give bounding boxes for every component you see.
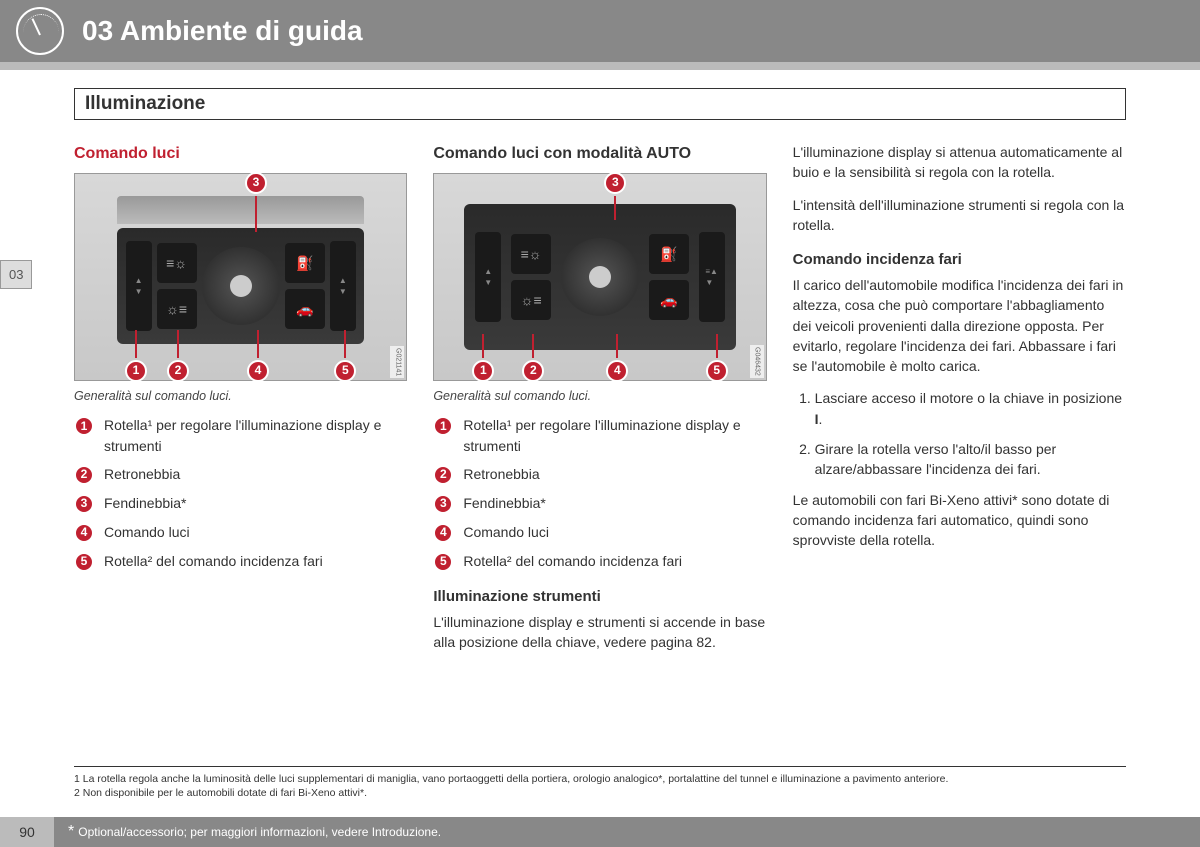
footnote-2: 2 Non disponibile per le automobili dota… — [74, 787, 1126, 799]
column-3: L'illuminazione display si attenua autom… — [793, 142, 1126, 664]
headlight-dial-icon — [202, 247, 280, 325]
page-number: 90 — [0, 817, 54, 847]
badge-5: 5 — [74, 552, 94, 572]
image-ref: G046432 — [750, 345, 764, 378]
item-text: Comando luci — [463, 522, 549, 542]
callout-3: 3 — [604, 172, 626, 194]
fog-rear-icon: ☼≡ — [511, 280, 551, 320]
callout-1: 1 — [472, 360, 494, 382]
item-text: Fendinebbia* — [463, 493, 546, 513]
thumbwheel-icon: ▲▼ — [126, 241, 152, 331]
col3-p2: L'intensità dell'illuminazione strumenti… — [793, 195, 1126, 236]
col2-title: Comando luci con modalità AUTO — [433, 142, 766, 165]
gauge-icon — [16, 7, 64, 55]
badge-4: 4 — [74, 523, 94, 543]
col3-p4: Le automobili con fari Bi-Xeno attivi* s… — [793, 490, 1126, 551]
col2-caption: Generalità sul comando luci. — [433, 387, 766, 405]
col2-subtext: L'illuminazione display e strumenti si a… — [433, 612, 766, 653]
item-text: Retronebbia — [104, 464, 180, 484]
badge-5: 5 — [433, 552, 453, 572]
badge-2: 2 — [433, 465, 453, 485]
badge-3: 3 — [433, 494, 453, 514]
footnotes: 1 La rotella regola anche la luminosità … — [74, 766, 1126, 801]
callout-5: 5 — [706, 360, 728, 382]
chapter-header: 03 Ambiente di guida — [0, 0, 1200, 62]
star-icon: * — [68, 823, 74, 841]
callout-4: 4 — [247, 360, 269, 382]
step-2: Girare la rotella verso l'alto/il basso … — [815, 439, 1126, 480]
footnote-1: 1 La rotella regola anche la luminosità … — [74, 773, 1126, 785]
section-box: Illuminazione — [74, 88, 1126, 120]
item-text: Retronebbia — [463, 464, 539, 484]
col3-p3: Il carico dell'automobile modifica l'inc… — [793, 275, 1126, 376]
item-text: Rotella² del comando incidenza fari — [104, 551, 323, 571]
callout-2: 2 — [522, 360, 544, 382]
item-text: Rotella¹ per regolare l'illuminazione di… — [104, 415, 407, 456]
chapter-title: 03 Ambiente di guida — [82, 15, 363, 47]
image-ref: G021141 — [390, 346, 404, 378]
footer-note: Optional/accessorio; per maggiori inform… — [78, 825, 441, 839]
steps-list: Lasciare acceso il motore o la chiave in… — [793, 388, 1126, 479]
column-1: Comando luci ▲▼ ≡☼ ☼≡ ⛽ 🚗 ▲▼ 3 — [74, 142, 407, 664]
item-text: Rotella¹ per regolare l'illuminazione di… — [463, 415, 766, 456]
header-accent-bar — [0, 62, 1200, 70]
light-control-diagram-1: ▲▼ ≡☼ ☼≡ ⛽ 🚗 ▲▼ 3 1 2 — [74, 173, 407, 381]
column-2: Comando luci con modalità AUTO ▲▼ ≡☼ ☼≡ … — [433, 142, 766, 664]
badge-2: 2 — [74, 465, 94, 485]
col3-h1: Comando incidenza fari — [793, 249, 1126, 271]
footer-bar: 90 * Optional/accessorio; per maggiori i… — [0, 817, 1200, 847]
col1-caption: Generalità sul comando luci. — [74, 387, 407, 405]
fog-front-icon: ≡☼ — [157, 243, 197, 283]
light-control-diagram-2: ▲▼ ≡☼ ☼≡ ⛽ 🚗 ≡▲▼ 3 1 2 — [433, 173, 766, 381]
callout-1: 1 — [125, 360, 147, 382]
side-tab: 03 — [0, 260, 32, 289]
trunk-icon: 🚗 — [285, 289, 325, 329]
fuel-cap-icon: ⛽ — [649, 234, 689, 274]
fuel-cap-icon: ⛽ — [285, 243, 325, 283]
callout-2: 2 — [167, 360, 189, 382]
headlight-dial-auto-icon — [561, 238, 639, 316]
col1-title: Comando luci — [74, 142, 407, 165]
fog-rear-icon: ☼≡ — [157, 289, 197, 329]
badge-3: 3 — [74, 494, 94, 514]
item-text: Rotella² del comando incidenza fari — [463, 551, 682, 571]
thumbwheel-icon: ≡▲▼ — [699, 232, 725, 322]
fog-front-icon: ≡☼ — [511, 234, 551, 274]
callout-4: 4 — [606, 360, 628, 382]
thumbwheel-icon: ▲▼ — [330, 241, 356, 331]
badge-1: 1 — [74, 416, 94, 436]
callout-3: 3 — [245, 172, 267, 194]
col3-p1: L'illuminazione display si attenua autom… — [793, 142, 1126, 183]
step-1: Lasciare acceso il motore o la chiave in… — [815, 388, 1126, 429]
badge-4: 4 — [433, 523, 453, 543]
section-title: Illuminazione — [85, 93, 1115, 115]
item-text: Comando luci — [104, 522, 190, 542]
trunk-icon: 🚗 — [649, 280, 689, 320]
item-text: Fendinebbia* — [104, 493, 187, 513]
badge-1: 1 — [433, 416, 453, 436]
col2-subtitle: Illuminazione strumenti — [433, 586, 766, 608]
thumbwheel-icon: ▲▼ — [475, 232, 501, 322]
callout-5: 5 — [334, 360, 356, 382]
